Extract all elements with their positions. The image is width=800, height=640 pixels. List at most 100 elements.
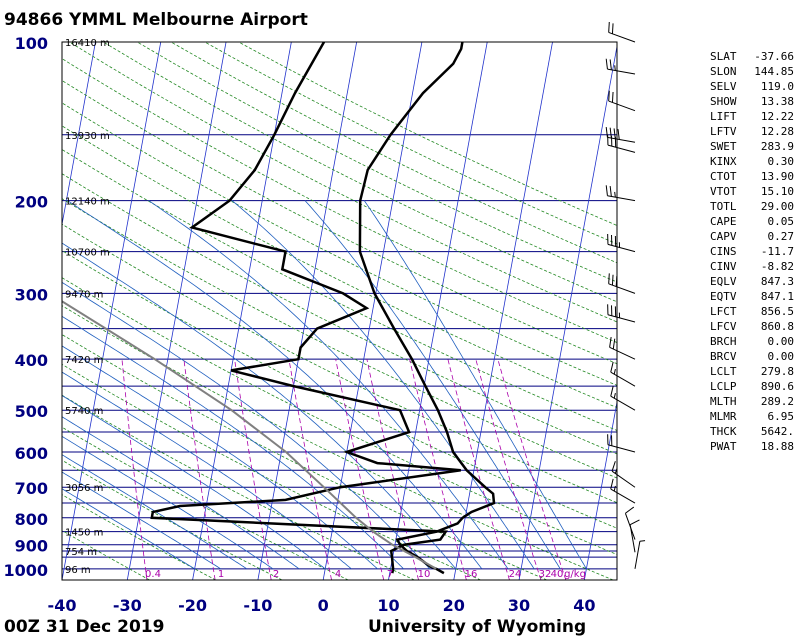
index-key: LFCV xyxy=(710,320,737,333)
index-row: CAPE 0.05 xyxy=(710,214,794,229)
index-row: MLTH 289.2 xyxy=(710,394,794,409)
index-value: -8.82 xyxy=(760,260,794,273)
plot-frame xyxy=(61,41,618,581)
height-label: 7420 m xyxy=(65,355,103,366)
plot-area xyxy=(0,42,617,580)
mixing-ratio-label: 32 xyxy=(539,569,552,580)
index-row: LIFT 12.22 xyxy=(710,109,794,124)
mixing-ratio-label: 16 xyxy=(465,569,478,580)
index-value: 0.00 xyxy=(767,350,795,363)
wind-barb-flag xyxy=(609,336,612,348)
moist-adiabat xyxy=(62,488,195,570)
temperature-tick-label: -20 xyxy=(178,596,207,615)
index-value: 6.95 xyxy=(767,410,795,423)
index-row: KINX 0.30 xyxy=(710,154,794,169)
moist-adiabat xyxy=(62,345,378,570)
index-value: 289.2 xyxy=(760,395,794,408)
wind-barb-flag xyxy=(610,385,614,397)
wind-barb xyxy=(608,90,636,112)
wind-barb-staff xyxy=(608,100,636,112)
temperature-tick-label: -40 xyxy=(48,596,77,615)
index-row: SHOW 13.38 xyxy=(710,94,794,109)
wind-barb xyxy=(610,361,636,387)
wind-barb-staff xyxy=(610,488,636,504)
height-label: 9470 m xyxy=(65,289,103,300)
index-value: 5642. xyxy=(760,425,794,438)
moist-adiabat xyxy=(148,200,509,570)
moist-adiabat xyxy=(62,454,248,570)
dry-adiabat xyxy=(136,42,617,283)
index-value: 0.30 xyxy=(767,155,795,168)
index-row: SLON 144.85 xyxy=(710,64,794,79)
height-label: 16410 m xyxy=(65,38,110,49)
moist-adiabat xyxy=(304,200,561,570)
height-label: 13930 m xyxy=(65,131,110,142)
index-key: KINX xyxy=(710,155,737,168)
wind-barb-flag xyxy=(608,21,610,33)
temperature-tick-label: -30 xyxy=(113,596,142,615)
index-key: SWET xyxy=(710,140,737,153)
moist-adiabat xyxy=(62,394,326,570)
data-source: University of Wyoming xyxy=(368,617,587,637)
wind-barb-staff xyxy=(610,395,636,411)
wind-barb xyxy=(605,185,636,202)
moist-adiabat xyxy=(62,371,352,570)
index-key: SELV xyxy=(710,80,737,93)
moist-adiabat xyxy=(67,200,483,570)
temperature-tick-label: -10 xyxy=(243,596,272,615)
wind-barb xyxy=(605,58,636,75)
index-value: 29.00 xyxy=(760,200,794,213)
wind-barb-staff xyxy=(629,524,636,553)
isotherm xyxy=(0,42,30,580)
wind-barb xyxy=(629,519,640,553)
wind-barb-flag xyxy=(611,23,614,34)
wind-barb-flag xyxy=(612,338,616,350)
wind-barb-flag xyxy=(608,273,610,284)
wind-barb xyxy=(634,540,646,569)
index-value: 13.38 xyxy=(760,95,794,108)
index-value: 13.90 xyxy=(760,170,794,183)
wind-barb-staff xyxy=(608,283,636,294)
wind-barb xyxy=(610,478,636,504)
index-key: LCLP xyxy=(710,380,737,393)
index-row: LCLT 279.8 xyxy=(710,364,794,379)
pressure-tick-label: 500 xyxy=(15,402,48,421)
dry-adiabat xyxy=(62,305,614,580)
height-label: 12140 m xyxy=(65,197,110,208)
index-key: EQLV xyxy=(710,275,737,288)
mixing-ratio-line xyxy=(447,359,510,580)
wind-barb-half-flag xyxy=(639,540,646,542)
index-value: 15.10 xyxy=(760,185,794,198)
dry-adiabat xyxy=(62,459,283,580)
temperature-tick-label: 0 xyxy=(318,596,329,615)
isotherm xyxy=(388,42,488,580)
temperature-tick-label: 20 xyxy=(443,596,465,615)
index-row: CINV -8.82 xyxy=(710,259,794,274)
mixing-ratio-label: 0.4 xyxy=(145,569,161,580)
wind-barb-flag xyxy=(609,59,612,70)
index-row: CTOT 13.90 xyxy=(710,169,794,184)
moist-adiabat xyxy=(62,281,430,570)
wind-barb-half-flag xyxy=(614,191,616,198)
wind-barb-flag xyxy=(605,185,608,196)
index-key: SLON xyxy=(710,65,737,78)
index-value: 0.05 xyxy=(767,215,795,228)
index-row: THCK 5642. xyxy=(710,424,794,439)
observation-time: 00Z 31 Dec 2019 xyxy=(4,617,165,637)
mixing-ratio-label: 4 xyxy=(335,569,341,580)
sounding-trace-1 xyxy=(150,42,461,574)
index-row: SWET 283.9 xyxy=(710,139,794,154)
index-value: 279.8 xyxy=(760,365,794,378)
wind-barb-staff xyxy=(609,346,636,360)
wind-barb-flag xyxy=(610,478,614,490)
index-row: SELV 119.0 xyxy=(710,79,794,94)
mixing-ratio-line xyxy=(234,359,272,580)
wind-barb-flag xyxy=(625,506,635,514)
wind-barb-flag xyxy=(617,129,620,140)
moist-adiabat xyxy=(62,471,222,570)
isotherm xyxy=(62,42,162,580)
wind-barb-staff xyxy=(611,470,636,488)
wind-barb-flag xyxy=(609,185,612,197)
index-value: 119.0 xyxy=(760,80,794,93)
